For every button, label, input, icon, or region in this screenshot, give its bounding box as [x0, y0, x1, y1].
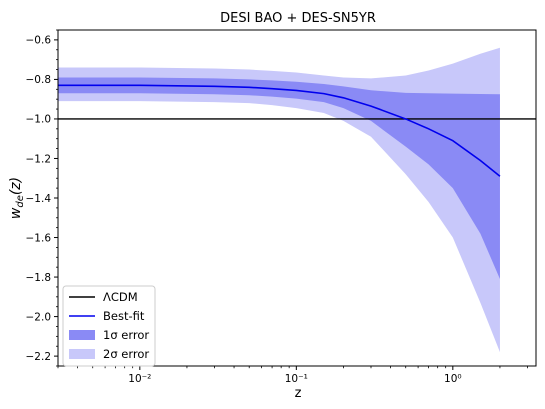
legend-box	[62, 285, 156, 367]
x-tick-label: 10⁻²	[128, 373, 151, 385]
y-tick-label: −0.6	[26, 35, 52, 47]
y-tick-label: −1.4	[26, 193, 52, 205]
y-tick-label: −1.0	[26, 114, 52, 126]
legend-swatch	[69, 349, 95, 359]
y-axis-label: wde(z)	[8, 177, 26, 219]
legend-label: 1σ error	[103, 328, 149, 342]
legend: ΛCDM Best-fit 1σ error 2σ error	[62, 285, 156, 367]
legend-swatch	[69, 330, 95, 340]
chart-title: DESI BAO + DES-SN5YR	[220, 11, 376, 26]
x-tick-label: 10⁻¹	[285, 373, 308, 385]
band-1sigma	[58, 77, 500, 280]
x-tick-label: 10⁰	[444, 373, 462, 385]
x-axis-label: z	[295, 386, 302, 401]
y-tick-label: −1.8	[26, 272, 52, 284]
y-tick-label: −2.0	[26, 311, 52, 323]
y-tick-label: −1.2	[26, 153, 52, 165]
legend-label: Best-fit	[103, 309, 145, 323]
legend-label: 2σ error	[103, 347, 149, 361]
axes: −0.6 −0.8 −1.0 −1.2 −1.4 −1.6 −1.8 −2.0 −2.2 10⁻²…	[26, 29, 537, 385]
y-tick-label: −2.2	[26, 351, 52, 363]
y-tick-label: −0.8	[26, 74, 52, 86]
plot-area	[58, 47, 536, 353]
y-axis-label-text: wde(z)	[8, 177, 26, 219]
legend-label: ΛCDM	[103, 290, 138, 304]
line-best-fit	[58, 84, 501, 177]
y-tick-label: −1.6	[26, 232, 52, 244]
